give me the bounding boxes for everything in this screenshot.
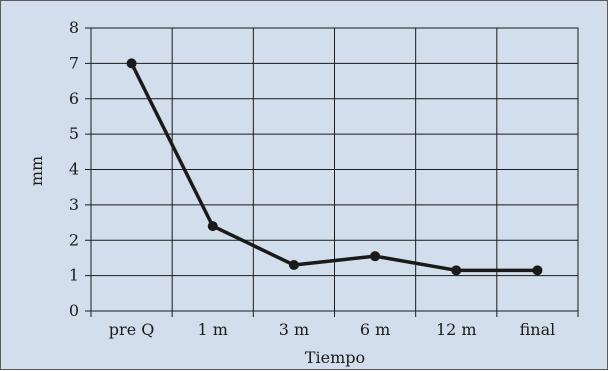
series-line [130,62,538,273]
y-tick-label: 8 [69,18,79,37]
y-tick-label: 0 [69,301,79,320]
data-point [370,251,381,262]
data-point [451,265,462,276]
y-tick-label: 3 [69,195,79,214]
y-axis-title: mm [27,156,46,186]
x-tick-label: pre Q [109,320,155,339]
x-axis-title: Tiempo [305,348,365,367]
x-tick-label: final [520,320,556,339]
y-tick-label: 4 [69,160,79,179]
y-tick-label: 6 [69,89,79,108]
y-tick-label: 5 [69,124,79,143]
grid-layer [90,27,579,312]
x-tick-label: 12 m [436,320,477,339]
x-tick-label: 3 m [279,320,309,339]
x-tick-label: 1 m [198,320,228,339]
y-tick-label: 7 [69,53,79,72]
x-tick-label: 6 m [360,320,390,339]
data-point [126,58,137,69]
y-tick-label: 2 [69,230,79,249]
y-tick-label: 1 [69,266,79,285]
data-point [532,265,543,276]
axis-layer: 0 1 2 3 4 5 6 7 8 pre Q 1 m 3 m 6 m 12 m final [69,18,579,339]
data-point [207,221,218,232]
series-layer [126,58,543,276]
data-point [288,260,299,271]
